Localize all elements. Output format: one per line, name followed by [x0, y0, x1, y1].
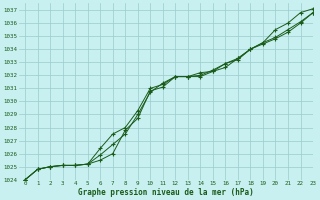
X-axis label: Graphe pression niveau de la mer (hPa): Graphe pression niveau de la mer (hPa)	[78, 188, 254, 197]
